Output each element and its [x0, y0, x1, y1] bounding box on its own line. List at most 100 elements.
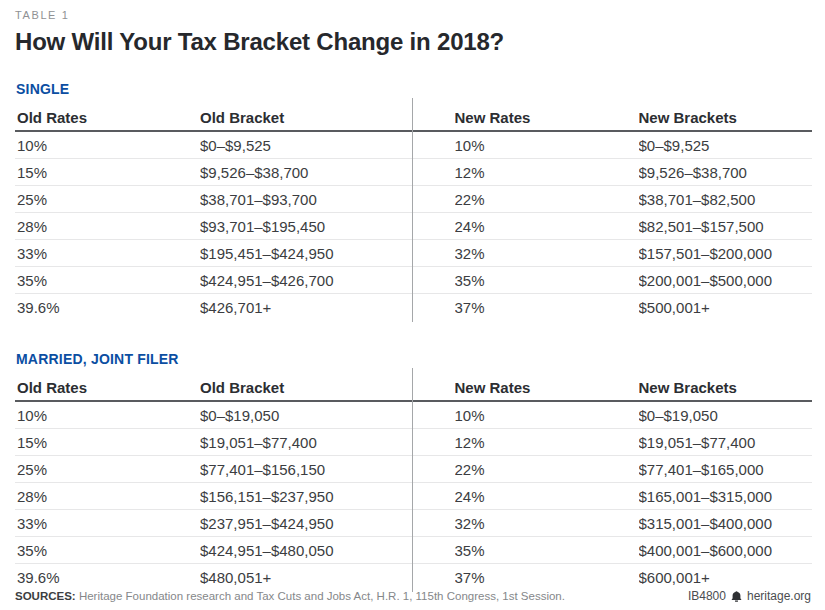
- table-row: 35%$424,951–$426,700: [15, 267, 414, 294]
- bracket-cell: $237,951–$424,950: [200, 515, 414, 532]
- sources-label: SOURCES:: [15, 590, 76, 602]
- table-row: 39.6%$480,051+: [15, 564, 414, 590]
- rate-cell: 10%: [455, 407, 639, 424]
- rate-cell: 22%: [455, 461, 639, 478]
- table-row: 12%$9,526–$38,700: [414, 159, 813, 186]
- rate-cell: 37%: [455, 569, 639, 586]
- bracket-cell: $315,001–$400,000: [639, 515, 813, 532]
- table-row: 35%$424,951–$480,050: [15, 537, 414, 564]
- rate-cell: 28%: [17, 488, 200, 505]
- footer: SOURCES: Heritage Foundation research an…: [15, 589, 811, 603]
- table-row: 25%$38,701–$93,700: [15, 186, 414, 213]
- rate-cell: 37%: [455, 299, 639, 316]
- bracket-cell: $156,151–$237,950: [200, 488, 414, 505]
- bracket-cell: $0–$19,050: [639, 407, 813, 424]
- married-old-columns: Old Rates Old Bracket 10%$0–$19,05015%$1…: [15, 374, 414, 590]
- rate-cell: 12%: [455, 164, 639, 181]
- table-row: 32%$157,501–$200,000: [414, 240, 813, 267]
- table-row: 22%$38,701–$82,500: [414, 186, 813, 213]
- table-row: 37%$600,001+: [414, 564, 813, 590]
- rate-cell: 32%: [455, 245, 639, 262]
- rate-cell: 33%: [17, 515, 200, 532]
- table-row: 37%$500,001+: [414, 294, 813, 320]
- rate-cell: 35%: [17, 542, 200, 559]
- sources-text: Heritage Foundation research and Tax Cut…: [76, 590, 565, 602]
- bracket-cell: $424,951–$480,050: [200, 542, 414, 559]
- rate-cell: 25%: [17, 191, 200, 208]
- section-married-joint-filer: MARRIED, JOINT FILER Old Rates Old Brack…: [15, 351, 812, 590]
- table-header-row: New Rates New Brackets: [414, 374, 813, 402]
- table-row: 35%$200,001–$500,000: [414, 267, 813, 294]
- section-heading-married: MARRIED, JOINT FILER: [16, 351, 812, 367]
- rate-cell: 32%: [455, 515, 639, 532]
- column-divider: [412, 368, 413, 592]
- table-row: 12%$19,051–$77,400: [414, 429, 813, 456]
- table-row: 28%$93,701–$195,450: [15, 213, 414, 240]
- table-row: 15%$19,051–$77,400: [15, 429, 414, 456]
- table-row: 33%$195,451–$424,950: [15, 240, 414, 267]
- rate-cell: 35%: [17, 272, 200, 289]
- bracket-cell: $200,001–$500,000: [639, 272, 813, 289]
- section-heading-single: SINGLE: [16, 81, 812, 97]
- table-label: TABLE 1: [15, 9, 812, 21]
- rate-cell: 24%: [455, 488, 639, 505]
- table-header-row: New Rates New Brackets: [414, 104, 813, 132]
- bracket-cell: $77,401–$165,000: [639, 461, 813, 478]
- table-row: 10%$0–$9,525: [414, 132, 813, 159]
- bracket-cell: $400,001–$600,000: [639, 542, 813, 559]
- table-row: 10%$0–$9,525: [15, 132, 414, 159]
- bracket-cell: $500,001+: [639, 299, 813, 316]
- rate-cell: 25%: [17, 461, 200, 478]
- bracket-cell: $0–$19,050: [200, 407, 414, 424]
- site-text: heritage.org: [747, 589, 811, 603]
- table-row: 24%$165,001–$315,000: [414, 483, 813, 510]
- rate-cell: 28%: [17, 218, 200, 235]
- bracket-cell: $165,001–$315,000: [639, 488, 813, 505]
- doc-id: IB4800: [688, 589, 726, 603]
- single-new-columns: New Rates New Brackets 10%$0–$9,52512%$9…: [414, 104, 813, 320]
- table-row: 10%$0–$19,050: [414, 402, 813, 429]
- sources-note: SOURCES: Heritage Foundation research an…: [15, 590, 565, 602]
- bracket-cell: $82,501–$157,500: [639, 218, 813, 235]
- rate-cell: 33%: [17, 245, 200, 262]
- bracket-cell: $9,526–$38,700: [200, 164, 414, 181]
- page-title: How Will Your Tax Bracket Change in 2018…: [15, 28, 812, 56]
- column-header-old-bracket: Old Bracket: [200, 109, 414, 126]
- bracket-cell: $600,001+: [639, 569, 813, 586]
- rate-cell: 10%: [17, 137, 200, 154]
- column-header-old-rates: Old Rates: [17, 379, 200, 396]
- table-row: 35%$400,001–$600,000: [414, 537, 813, 564]
- rate-cell: 15%: [17, 164, 200, 181]
- bracket-cell: $38,701–$82,500: [639, 191, 813, 208]
- rate-cell: 35%: [455, 542, 639, 559]
- single-old-columns: Old Rates Old Bracket 10%$0–$9,525 15%$9,…: [15, 104, 414, 320]
- column-header-old-bracket: Old Bracket: [200, 379, 414, 396]
- column-header-old-rates: Old Rates: [17, 109, 200, 126]
- column-divider: [412, 98, 413, 322]
- rate-cell: 39.6%: [17, 569, 200, 586]
- married-table: Old Rates Old Bracket 10%$0–$19,05015%$1…: [15, 374, 812, 590]
- bracket-cell: $9,526–$38,700: [639, 164, 813, 181]
- rate-cell: 12%: [455, 434, 639, 451]
- rate-cell: 15%: [17, 434, 200, 451]
- bracket-cell: $195,451–$424,950: [200, 245, 414, 262]
- bracket-cell: $157,501–$200,000: [639, 245, 813, 262]
- table-row: 25%$77,401–$156,150: [15, 456, 414, 483]
- bracket-cell: $0–$9,525: [639, 137, 813, 154]
- column-header-new-brackets: New Brackets: [639, 109, 813, 126]
- bracket-cell: $93,701–$195,450: [200, 218, 414, 235]
- column-header-new-rates: New Rates: [455, 379, 639, 396]
- rate-cell: 39.6%: [17, 299, 200, 316]
- publication-credit: IB4800 heritage.org: [688, 589, 811, 603]
- table-row: 22%$77,401–$165,000: [414, 456, 813, 483]
- rate-cell: 10%: [455, 137, 639, 154]
- table-row: 39.6%$426,701+: [15, 294, 414, 320]
- column-header-new-rates: New Rates: [455, 109, 639, 126]
- rate-cell: 35%: [455, 272, 639, 289]
- rate-cell: 22%: [455, 191, 639, 208]
- liberty-bell-icon: [730, 590, 743, 603]
- column-header-new-brackets: New Brackets: [639, 379, 813, 396]
- bracket-cell: $424,951–$426,700: [200, 272, 414, 289]
- bracket-cell: $19,051–$77,400: [200, 434, 414, 451]
- bracket-cell: $19,051–$77,400: [639, 434, 813, 451]
